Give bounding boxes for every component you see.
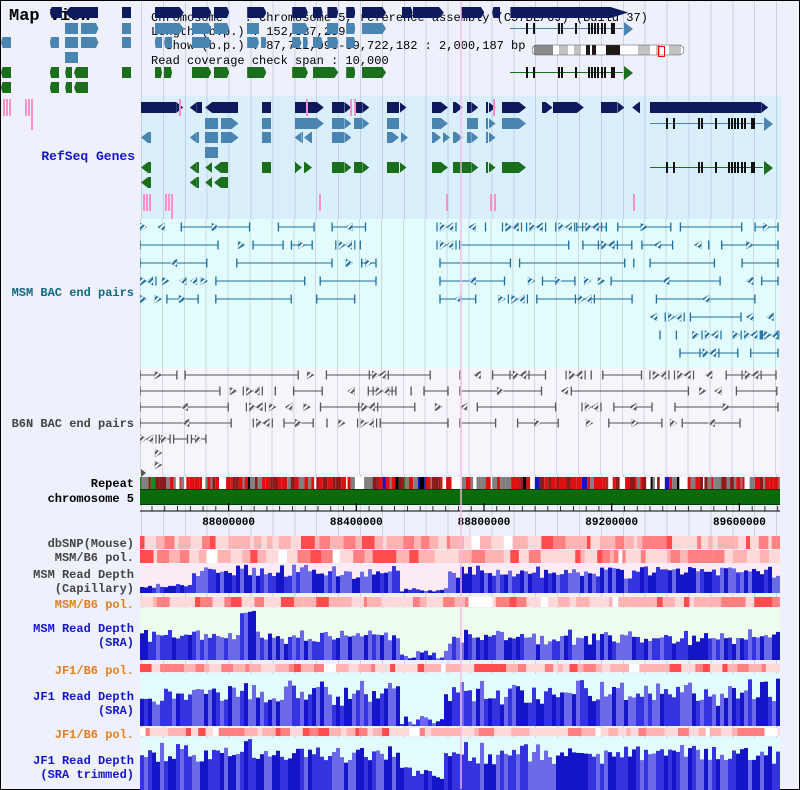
svg-text:89600000: 89600000 — [713, 517, 766, 529]
svg-text:88800000: 88800000 — [458, 517, 511, 529]
svg-text:88000000: 88000000 — [202, 517, 255, 529]
svg-text:89200000: 89200000 — [585, 517, 638, 529]
svg-text:88400000: 88400000 — [330, 517, 383, 529]
